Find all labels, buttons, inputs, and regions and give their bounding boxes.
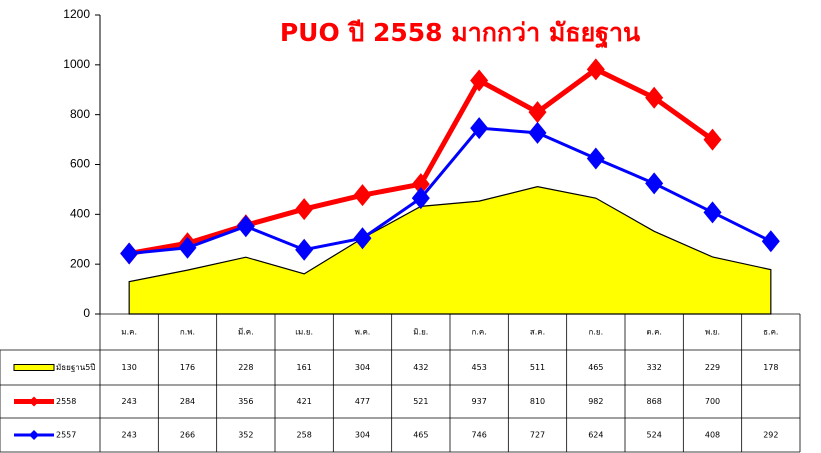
legend-label: 2557: [56, 431, 76, 440]
table-value: 408: [705, 431, 720, 440]
table-value: 727: [530, 431, 545, 440]
legend-marker: [29, 430, 39, 440]
table-value: 228: [238, 363, 253, 372]
table-value: 176: [180, 363, 195, 372]
table-value: 304: [355, 431, 370, 440]
marker: [586, 147, 605, 170]
y-tick-label: 400: [70, 207, 90, 221]
y-tick-label: 800: [70, 107, 90, 121]
marker: [236, 215, 255, 238]
marker: [295, 198, 314, 221]
x-tick-label: ธ.ค.: [763, 328, 778, 337]
x-tick-label: ส.ค.: [530, 328, 545, 337]
table-value: 521: [413, 397, 428, 406]
table-value: 524: [647, 431, 662, 440]
x-tick-label: พ.ย.: [705, 328, 720, 337]
y-tick-label: 1200: [63, 7, 90, 21]
table-value: 332: [647, 363, 662, 372]
x-tick-label: มี.ค.: [238, 328, 254, 337]
chart-title: PUO ปี 2558 มากกว่า มัธยฐาน: [280, 18, 640, 49]
x-tick-label: มิ.ย.: [413, 328, 428, 337]
marker: [470, 69, 489, 92]
table-value: 982: [588, 397, 603, 406]
marker: [411, 173, 430, 196]
x-tick-label: ต.ค.: [646, 328, 662, 337]
legend-label: มัธยฐาน5ปี: [56, 363, 95, 372]
table-value: 356: [238, 397, 253, 406]
marker: [528, 121, 547, 144]
marker: [528, 101, 547, 124]
table-value: 243: [122, 397, 137, 406]
marker: [703, 201, 722, 224]
marker: [295, 238, 314, 261]
table-value: 746: [472, 431, 487, 440]
marker: [353, 184, 372, 207]
y-tick-label: 600: [70, 157, 90, 171]
table-value: 421: [297, 397, 312, 406]
table-value: 868: [647, 397, 662, 406]
area: [128, 186, 772, 315]
y-tick-label: 0: [83, 306, 90, 320]
x-tick-label: ม.ค.: [121, 328, 137, 337]
x-tick-label: ก.ค.: [472, 328, 487, 337]
y-tick-label: 1000: [63, 57, 90, 71]
table-value: 432: [413, 363, 428, 372]
table-value: 700: [705, 397, 720, 406]
table-value: 178: [763, 363, 778, 372]
table-value: 937: [472, 397, 487, 406]
marker: [411, 187, 430, 210]
line: [129, 126, 772, 255]
x-tick-label: ก.พ.: [180, 328, 195, 337]
marker: [470, 117, 489, 140]
legend-marker: [29, 396, 39, 407]
table-value: 511: [530, 363, 545, 372]
legend-swatch: [13, 364, 55, 371]
table-value: 292: [763, 431, 778, 440]
table-value: 810: [530, 397, 545, 406]
table-value: 465: [588, 363, 603, 372]
y-tick-label: 200: [70, 256, 90, 270]
x-tick-label: ก.ย.: [589, 328, 604, 337]
table-value: 304: [355, 363, 370, 372]
table-value: 258: [297, 431, 312, 440]
table-value: 130: [122, 363, 137, 372]
table-value: 243: [122, 431, 137, 440]
marker: [586, 58, 605, 81]
table-value: 465: [413, 431, 428, 440]
table-value: 284: [180, 397, 195, 406]
legend-label: 2558: [56, 397, 76, 406]
marker: [645, 172, 664, 195]
marker: [761, 230, 780, 253]
table-value: 352: [238, 431, 253, 440]
table-value: 453: [472, 363, 487, 372]
table-value: 477: [355, 397, 370, 406]
marker: [120, 242, 139, 265]
x-tick-label: เม.ย.: [295, 328, 313, 337]
table-value: 229: [705, 363, 720, 372]
marker: [645, 86, 664, 109]
x-tick-label: พ.ค.: [355, 328, 371, 337]
marker: [353, 227, 372, 250]
marker: [703, 128, 722, 151]
table-value: 266: [180, 431, 195, 440]
table-value: 624: [588, 431, 603, 440]
marker: [178, 236, 197, 259]
table-value: 161: [297, 363, 312, 372]
